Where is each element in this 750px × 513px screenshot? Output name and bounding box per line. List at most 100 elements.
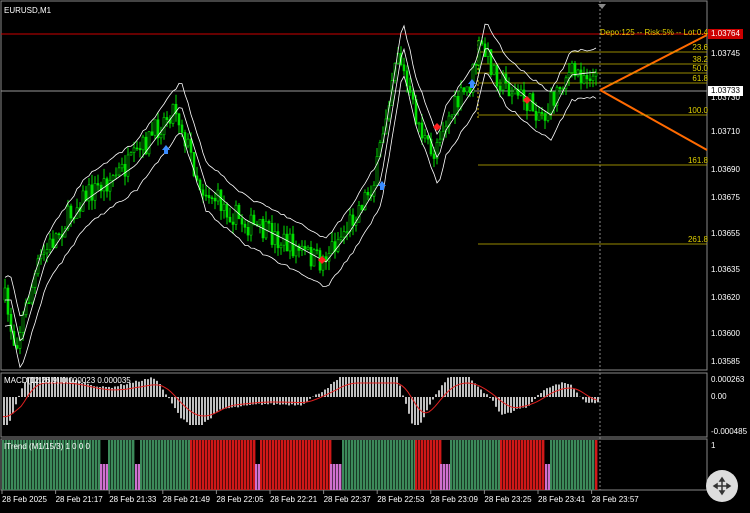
candle-body — [333, 241, 337, 252]
macd-bar — [279, 397, 281, 405]
itrend-bar — [521, 440, 524, 490]
candle-body — [312, 249, 316, 267]
itrend-bar — [260, 440, 263, 490]
itrend-bar — [223, 440, 226, 490]
itrend-bar — [568, 440, 571, 490]
itrend-bar — [330, 464, 333, 490]
macd-bar — [69, 378, 71, 397]
itrend-bar — [129, 440, 132, 490]
macd-bar — [348, 377, 350, 397]
time-label: 28 Feb 2025 — [2, 495, 47, 504]
itrend-bar — [342, 440, 345, 490]
price-label: 1.03710 — [711, 127, 740, 136]
macd-bar — [519, 397, 521, 409]
candle-body — [351, 214, 355, 226]
macd-bar — [549, 387, 551, 397]
itrend-bar — [205, 440, 208, 490]
main-panel-frame — [0, 0, 708, 371]
candle-body — [171, 103, 175, 124]
macd-bar — [291, 397, 293, 405]
macd-bar — [210, 397, 212, 419]
macd-bar — [471, 380, 473, 397]
candle-body — [204, 194, 208, 197]
candle-body — [459, 87, 463, 108]
itrend-bar — [430, 440, 433, 490]
candle-body — [429, 138, 433, 155]
macd-bar — [306, 397, 308, 402]
itrend-bar — [299, 440, 302, 490]
itrend-axis-label: 1 — [711, 441, 716, 450]
macd-bar — [540, 393, 542, 397]
itrend-bar — [226, 440, 229, 490]
macd-bar — [63, 377, 65, 397]
itrend-bar — [506, 440, 509, 490]
macd-bar — [258, 397, 260, 404]
macd-bar — [558, 384, 560, 397]
zoom-icon[interactable] — [712, 476, 732, 496]
macd-bar — [399, 385, 401, 397]
macd-bar — [513, 397, 515, 411]
candle-body — [516, 88, 520, 96]
candle-body — [126, 154, 130, 177]
macd-bar — [534, 397, 536, 399]
macd-bar — [585, 397, 587, 403]
candle-body — [165, 117, 169, 120]
candle-body — [252, 214, 256, 225]
itrend-bar — [114, 440, 117, 490]
buy-arrow — [468, 79, 476, 88]
candle-body — [546, 112, 550, 121]
macd-bar — [504, 397, 506, 414]
candle-body — [585, 75, 589, 80]
trend-line — [599, 34, 708, 91]
macd-bar — [54, 377, 56, 397]
candle-body — [489, 49, 493, 76]
macd-bar — [72, 380, 74, 397]
candle-body — [567, 72, 571, 79]
fib-level-label: 61.8 — [692, 74, 708, 83]
macd-bar — [462, 377, 464, 397]
macd-bar — [294, 397, 296, 406]
macd-bar — [315, 394, 317, 397]
itrend-bar — [217, 440, 220, 490]
itrend-bar — [384, 440, 387, 490]
macd-bar — [39, 377, 41, 397]
macd-bar — [432, 397, 434, 400]
price-label: 1.03745 — [711, 49, 740, 58]
zoom-button[interactable] — [706, 470, 738, 502]
itrend-bar — [459, 440, 462, 490]
itrend-bar — [393, 440, 396, 490]
itrend-bar — [214, 440, 217, 490]
macd-bar — [516, 397, 518, 409]
macd-bar — [507, 397, 509, 413]
itrend-bar — [123, 440, 126, 490]
macd-bar — [333, 381, 335, 397]
candle-body — [201, 189, 205, 196]
itrend-bar — [258, 464, 261, 490]
itrend-label: ITrend (M1/15/3) 1 0 0 0 — [4, 442, 90, 451]
candle-body — [48, 238, 52, 250]
itrend-bar — [415, 440, 418, 490]
macd-bar — [591, 397, 593, 403]
macd-bar — [84, 382, 86, 397]
itrend-bar — [296, 440, 299, 490]
itrend-bar — [103, 464, 106, 490]
macd-bar — [588, 397, 590, 403]
candle-body — [21, 314, 25, 333]
sell-mark — [318, 256, 326, 264]
itrend-bar — [202, 440, 205, 490]
itrend-bar — [348, 440, 351, 490]
macd-bar — [81, 382, 83, 397]
macd-bar — [501, 397, 503, 415]
macd-bar — [369, 377, 371, 397]
macd-bar — [360, 377, 362, 397]
itrend-bar — [545, 464, 548, 490]
candle-body — [231, 221, 235, 225]
macd-bar — [444, 382, 446, 397]
time-label: 28 Feb 23:09 — [430, 495, 478, 504]
macd-bar — [336, 380, 338, 397]
trend-line — [599, 89, 708, 151]
macd-bar — [477, 386, 479, 397]
itrend-bar — [50, 440, 53, 490]
candle-body — [411, 92, 415, 100]
macd-bar — [273, 397, 275, 405]
